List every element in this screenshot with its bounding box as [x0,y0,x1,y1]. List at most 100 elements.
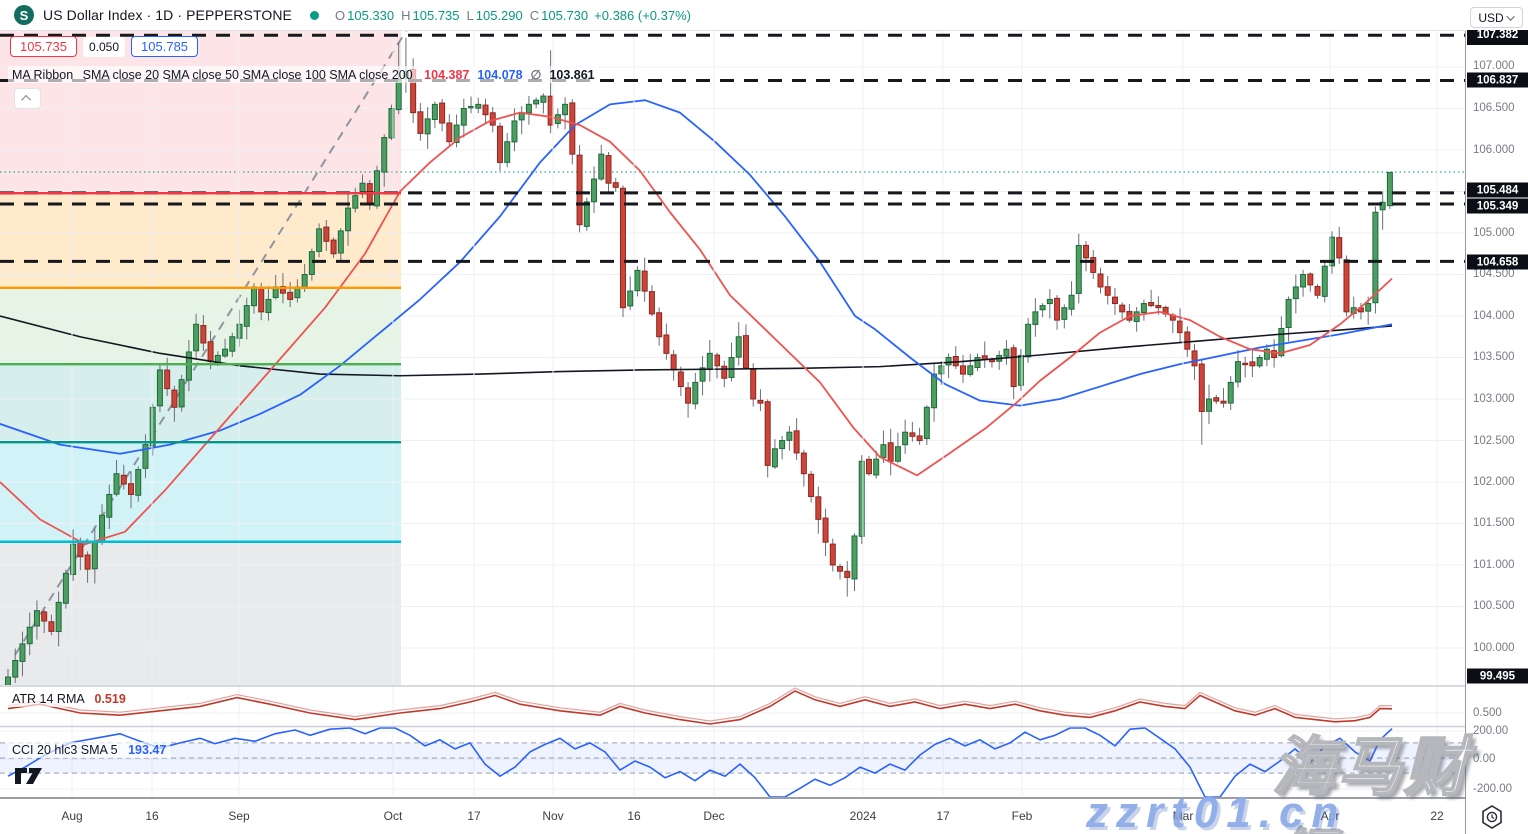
cci-tick: -200.00 [1473,783,1513,795]
ma-value: 104.387 [424,68,470,82]
symbol-logo-icon[interactable]: S [14,5,34,25]
price-tick: 103.000 [1473,393,1515,405]
candle-body [1097,273,1104,288]
candle-body [1090,257,1097,273]
price-tick: 106.000 [1473,144,1515,156]
price-range-tool: 105.735 0.050 105.785 [10,36,199,57]
candle-body [265,298,272,314]
candle-body [699,367,706,382]
candle-body [583,201,590,227]
candle-body [1104,286,1111,296]
candle-body [1119,304,1126,313]
candle-body [1307,273,1314,286]
candle-body [345,207,352,232]
atr-smoothing-line [7,687,1393,722]
time-axis[interactable]: Aug 16 Sep Oct 17 Nov 16 Dec 2024 17 Feb Mar Apr 22 [0,799,1465,834]
candle-body [764,401,771,466]
candle-body [1292,286,1299,300]
candle-body [786,431,793,441]
candle-body [48,621,55,632]
candle-body [721,365,728,379]
candle-body [1061,307,1068,320]
moving-average-line [0,99,1393,455]
time-label: Feb [1011,809,1033,823]
candle-body [453,124,460,143]
candle-body [1148,302,1155,307]
currency-dropdown[interactable]: USD [1470,7,1523,28]
time-label: Aug [61,809,83,823]
ma-ribbon-legend[interactable]: MA Ribbon SMA close 20 SMA close 50 SMA … [8,66,599,83]
candle-body [185,351,192,381]
collapse-indicators-button[interactable] [14,88,41,109]
candle-body [793,430,800,454]
candle-body [482,104,489,116]
price-tick: 101.500 [1473,517,1515,529]
market-status-icon[interactable] [310,10,319,20]
candle-body [822,517,829,543]
ohlc-segment: H 105.735 [401,7,460,23]
candle-body [815,496,822,520]
candle-body [1140,303,1147,314]
atr-pane[interactable] [0,687,1465,725]
candle-body [178,379,185,408]
candle-body [1010,347,1017,388]
candle-body [41,611,48,622]
candle-body [207,341,214,363]
candle-body [1271,350,1278,358]
candle-body [164,369,171,390]
candle-body [902,431,909,446]
candle-body [135,469,142,496]
main-chart-canvas[interactable] [0,0,1466,834]
cci-pane[interactable] [0,727,1465,797]
cci-value: 193.47 [128,743,167,757]
candle-body [1017,354,1024,386]
candle-body [1336,237,1343,259]
candle-body [547,95,554,126]
symbol-title[interactable]: US Dollar Index · 1D · PEPPERSTONE [43,7,292,23]
tradingview-logo-icon[interactable] [14,767,46,785]
candle-body [844,570,851,578]
level-price-label: 105.349 [1467,198,1528,214]
candle-body [1256,357,1263,367]
price-range-lower-label[interactable]: 105.735 [10,36,77,57]
candle-body [656,312,663,338]
atr-legend[interactable]: ATR 14 RMA 0.519 [8,691,130,707]
timezone-clock-icon[interactable] [1479,804,1505,830]
candle-body [70,543,77,575]
price-tick: 104.500 [1473,268,1515,280]
candle-body [627,290,634,307]
price-axis[interactable]: USD 107.000 106.500 106.000 105.000 104.500 1… [1465,0,1528,834]
candle-body [1075,244,1082,294]
candle-body [1386,171,1393,207]
candle-body [323,226,330,242]
price-range-upper-label[interactable]: 105.785 [131,36,199,57]
time-label: 16 [145,809,159,823]
price-tick: 105.000 [1473,227,1515,239]
time-label: 2024 [849,809,877,823]
price-pane[interactable] [0,28,1465,704]
cci-legend[interactable]: CCI 20 hlc3 SMA 5 193.47 [8,742,171,758]
candle-body [55,601,62,633]
ohlc-segment: C 105.730 [529,7,589,23]
candle-body [250,286,257,307]
time-label: 17 [467,809,481,823]
candle-body [670,354,677,371]
ma-ribbon-params: SMA close 20 SMA close 50 SMA close 100 … [82,68,413,82]
candle-body [750,369,757,400]
candle-body [1206,398,1213,412]
candle-body [381,137,388,173]
candle-body [1155,304,1162,309]
ohlc-segment: L 105.290 [466,7,523,23]
candle-body [388,108,395,139]
candle-body [619,187,626,309]
candle-body [663,334,670,354]
candle-body [279,286,286,294]
candle-body [1054,297,1061,321]
time-label: 16 [627,809,641,823]
candle-body [156,369,163,407]
candle-body [1372,211,1379,304]
candle-body [417,111,424,134]
candle-body [127,483,134,495]
candle-body [1032,311,1039,325]
candle-body [19,643,26,662]
